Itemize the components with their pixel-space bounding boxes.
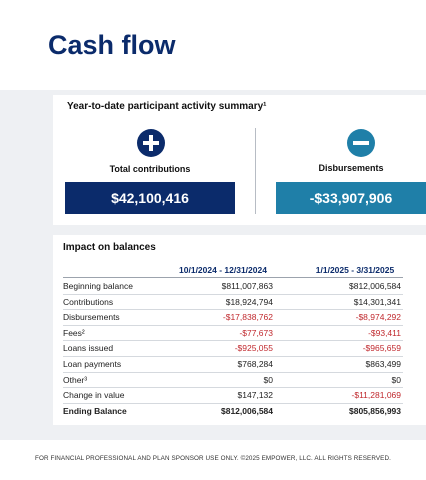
row-value-period-2: $805,856,993 xyxy=(349,405,401,416)
row-label: Fees² xyxy=(63,327,85,338)
table-row: Fees² -$77,673 -$93,411 xyxy=(63,326,403,342)
row-value-period-2: $0 xyxy=(391,374,401,385)
table-row: Loan payments $768,284 $863,499 xyxy=(63,357,403,373)
row-label: Change in value xyxy=(63,390,125,401)
row-value-period-1: $0 xyxy=(263,374,273,385)
disbursements-label: Disbursements xyxy=(318,163,384,173)
row-value-period-2: $812,006,584 xyxy=(349,281,401,291)
row-value-period-2: -$965,659 xyxy=(362,343,401,354)
row-label: Other³ xyxy=(63,374,88,385)
table-row: Disbursements -$17,838,762 -$8,974,292 xyxy=(63,310,403,326)
footer-disclaimer: FOR FINANCIAL PROFESSIONAL AND PLAN SPON… xyxy=(35,455,391,462)
row-value-period-2: $14,301,341 xyxy=(353,296,401,307)
total-contributions-value: $42,100,416 xyxy=(65,182,235,214)
row-value-period-1: $812,006,584 xyxy=(221,405,273,416)
row-label: Ending Balance xyxy=(63,405,127,416)
column-header-period-2: 1/1/2025 - 3/31/2025 xyxy=(315,265,395,275)
table-row: Contributions $18,924,794 $14,301,341 xyxy=(63,295,403,311)
row-value-period-2: -$93,411 xyxy=(368,327,401,338)
row-value-period-2: $863,499 xyxy=(365,359,401,369)
row-label: Disbursements xyxy=(63,312,120,323)
table-row: Beginning balance $811,007,863 $812,006,… xyxy=(63,279,403,295)
total-contributions-label: Total contributions xyxy=(109,164,191,174)
plus-circle-icon xyxy=(137,129,165,157)
row-label: Loan payments xyxy=(63,359,122,369)
row-value-period-1: -$17,838,762 xyxy=(222,312,273,323)
row-value-period-1: $18,924,794 xyxy=(225,296,273,307)
row-label: Contributions xyxy=(63,296,114,307)
row-value-period-2: -$8,974,292 xyxy=(355,312,401,323)
disbursements-value: -$33,907,906 xyxy=(276,182,426,214)
impact-title: Impact on balances xyxy=(63,242,156,253)
row-value-period-1: $768,284 xyxy=(237,359,273,369)
row-label: Beginning balance xyxy=(63,281,133,291)
row-value-period-1: -$77,673 xyxy=(239,327,273,338)
table-row-total: Ending Balance $812,006,584 $805,856,993 xyxy=(63,404,403,420)
column-header-period-1: 10/1/2024 - 12/31/2024 xyxy=(179,265,267,275)
impact-card xyxy=(53,235,426,425)
table-row: Change in value $147,132 -$11,281,069 xyxy=(63,388,403,404)
page-title: Cash flow xyxy=(48,30,176,60)
table-row: Other³ $0 $0 xyxy=(63,373,403,389)
row-value-period-2: -$11,281,069 xyxy=(351,390,401,401)
header-rule xyxy=(63,277,403,278)
table-row: Loans issued -$925,055 -$965,659 xyxy=(63,341,403,357)
row-value-period-1: $147,132 xyxy=(237,390,273,401)
summary-divider xyxy=(255,128,256,214)
summary-title: Year-to-date participant activity summar… xyxy=(67,101,267,112)
row-value-period-1: $811,007,863 xyxy=(221,281,273,291)
row-label: Loans issued xyxy=(63,343,114,354)
minus-circle-icon xyxy=(347,129,375,157)
row-value-period-1: -$925,055 xyxy=(234,343,273,354)
